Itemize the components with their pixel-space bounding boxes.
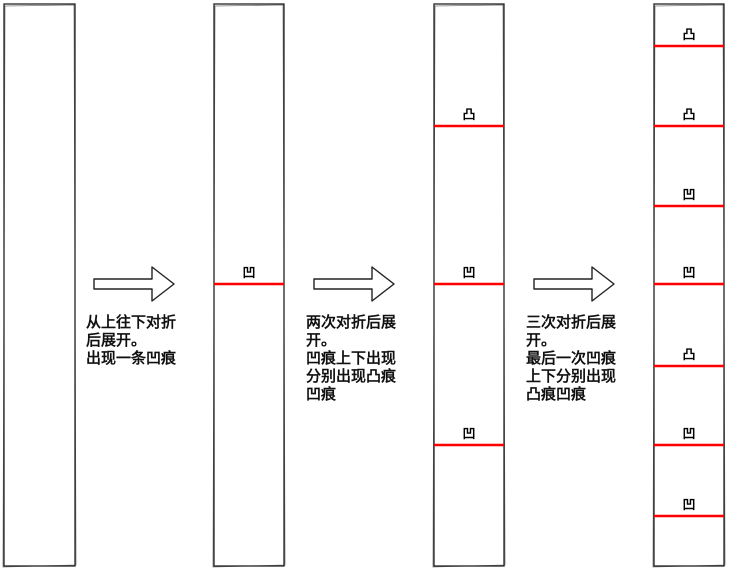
step-2-caption: 两次对折后展 开。 凹痕上下出现 分别出现凸痕 凹痕 <box>306 313 397 403</box>
arrows-layer <box>93 266 615 302</box>
crease-mark: 凸 <box>461 108 477 123</box>
crease-mark: 凹 <box>461 427 477 442</box>
step-3-caption: 三次对折后展 开。 最后一次凹痕 上下分别出现 凸痕凹痕 <box>526 313 617 403</box>
crease-mark: 凹 <box>461 266 477 281</box>
crease-mark: 凸 <box>681 28 697 43</box>
step-arrow-2 <box>313 266 395 302</box>
crease-mark: 凹 <box>681 427 697 442</box>
crease-mark: 凸 <box>681 108 697 123</box>
crease-mark: 凹 <box>681 188 697 203</box>
crease-mark: 凹 <box>681 266 697 281</box>
step-1-caption: 从上往下对折 后展开。 出现一条凹痕 <box>86 313 177 367</box>
strips-layer <box>2 3 726 568</box>
crease-mark: 凸 <box>681 348 697 363</box>
crease-mark: 凹 <box>241 266 257 281</box>
step-arrow-1 <box>93 266 175 302</box>
paper-strip-1 <box>2 3 77 568</box>
paper-strip-2 <box>212 3 286 568</box>
step-arrow-3 <box>533 266 615 302</box>
paper-strip-3 <box>432 3 506 568</box>
paper-strip-4 <box>652 3 726 568</box>
crease-mark: 凹 <box>681 498 697 513</box>
